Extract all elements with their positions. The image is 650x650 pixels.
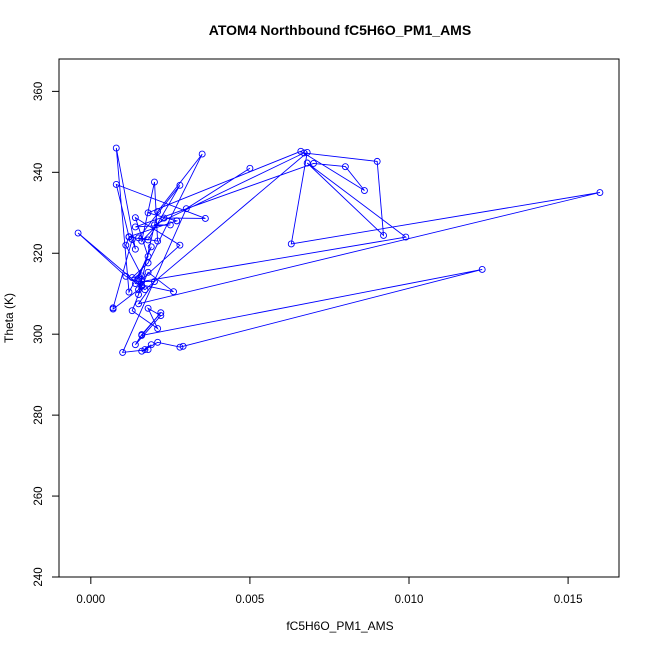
y-tick-label: 360	[33, 82, 45, 101]
data-point	[144, 209, 152, 217]
y-tick-label: 320	[33, 244, 45, 263]
series-line-path	[77, 147, 601, 353]
data-point	[122, 272, 130, 280]
data-point	[157, 312, 165, 320]
data-point	[147, 243, 155, 251]
data-point	[122, 241, 130, 249]
series-points	[74, 144, 604, 356]
data-point	[303, 149, 311, 156]
data-point	[74, 229, 82, 237]
data-point	[198, 150, 206, 158]
data-point	[166, 221, 174, 229]
data-point	[297, 147, 305, 155]
data-point	[144, 346, 152, 354]
y-tick-label: 280	[33, 406, 45, 425]
data-point	[380, 231, 387, 239]
data-point	[176, 343, 184, 351]
y-tick-label: 340	[33, 163, 45, 182]
data-point	[138, 278, 146, 286]
data-point	[135, 291, 142, 298]
data-point	[112, 144, 120, 152]
data-point	[154, 338, 162, 346]
data-point	[144, 259, 152, 267]
data-point	[176, 181, 184, 189]
data-point	[179, 342, 187, 350]
data-point	[151, 278, 158, 286]
data-point	[144, 268, 152, 276]
data-point	[119, 348, 127, 356]
data-point	[144, 253, 152, 260]
data-point	[128, 274, 136, 281]
data-point	[144, 236, 152, 244]
data-point	[402, 233, 410, 241]
chart-title: ATOM4 Northbound fC5H6O_PM1_AMS	[209, 22, 471, 38]
data-point	[131, 214, 139, 222]
data-point	[131, 341, 139, 349]
data-point	[138, 282, 146, 290]
data-point	[138, 237, 146, 245]
data-point	[141, 346, 149, 354]
x-axis-label: fC5H6O_PM1_AMS	[286, 619, 393, 633]
data-point	[176, 241, 184, 249]
data-point	[373, 157, 381, 165]
data-point	[128, 307, 136, 315]
data-point	[182, 205, 190, 213]
data-point	[151, 178, 158, 186]
data-point	[154, 325, 162, 332]
data-point	[131, 223, 139, 231]
x-tick-label: 0.000	[76, 594, 105, 606]
x-tick-label: 0.015	[554, 594, 583, 606]
data-point	[125, 233, 133, 241]
data-point	[109, 305, 117, 313]
data-point	[135, 300, 142, 308]
plot-frame	[58, 58, 620, 578]
series-line	[77, 147, 601, 353]
y-axis-label: Theta (K)	[2, 293, 16, 343]
x-axis: 0.000 0.005 0.010 0.015	[76, 577, 582, 606]
data-point	[147, 341, 155, 349]
data-point	[154, 208, 162, 216]
data-point	[112, 181, 120, 188]
data-point	[246, 164, 254, 172]
x-tick-label: 0.005	[236, 594, 265, 606]
data-point	[154, 237, 162, 245]
data-point	[138, 331, 146, 339]
y-axis: 240 260 280 300 320 340 360	[33, 82, 59, 587]
x-tick-label: 0.010	[395, 594, 424, 606]
data-point	[151, 221, 158, 229]
data-point	[303, 159, 311, 167]
data-point	[170, 288, 177, 296]
data-point	[300, 149, 308, 157]
data-point	[131, 245, 139, 253]
data-point	[341, 163, 349, 171]
y-tick-label: 300	[33, 325, 45, 344]
y-tick-label: 260	[33, 486, 45, 505]
data-point	[287, 240, 295, 248]
data-point	[478, 265, 486, 273]
data-point	[596, 189, 604, 196]
data-point	[361, 187, 368, 194]
data-point	[125, 288, 133, 296]
data-point	[157, 309, 165, 317]
data-point	[131, 280, 139, 288]
data-point	[144, 304, 152, 312]
data-point	[160, 214, 168, 222]
y-tick-label: 240	[33, 567, 45, 586]
data-point	[138, 347, 146, 355]
data-point	[201, 214, 209, 222]
data-point	[173, 217, 181, 225]
